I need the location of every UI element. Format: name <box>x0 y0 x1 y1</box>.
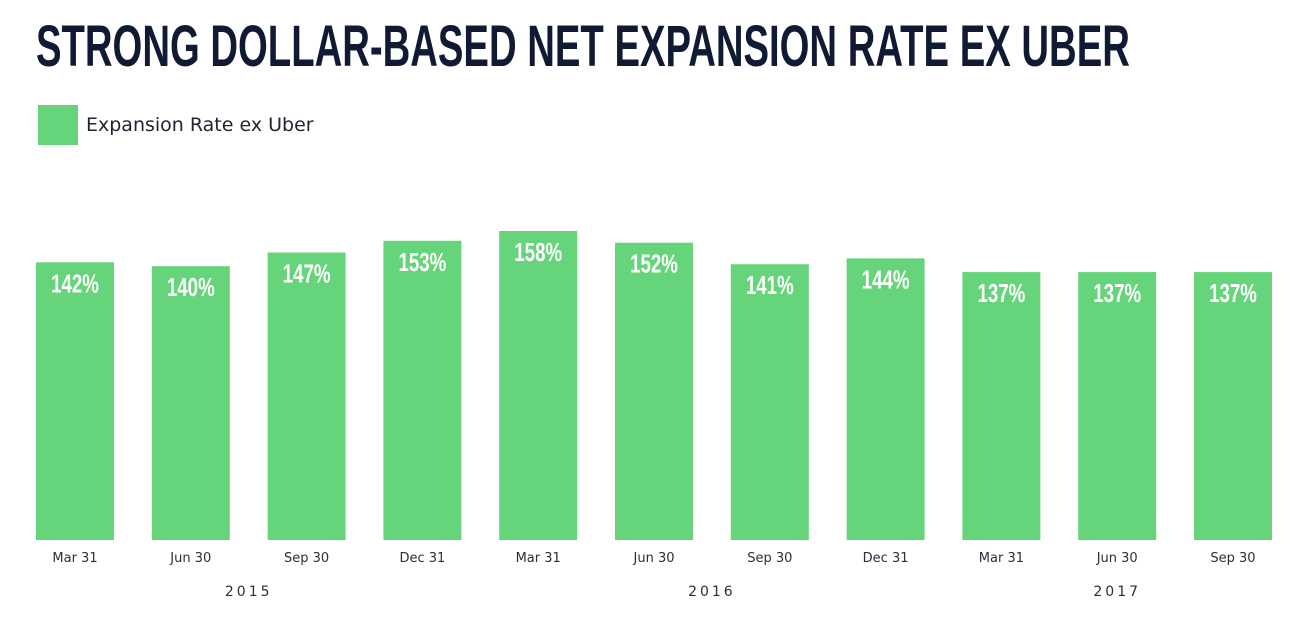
bar-value-label: 158% <box>514 237 562 267</box>
bar <box>1194 272 1272 540</box>
year-group-label: 2017 <box>1093 584 1141 600</box>
x-tick-label: Mar 31 <box>979 551 1024 566</box>
bar-value-label: 142% <box>51 268 99 298</box>
bar <box>846 258 925 540</box>
year-group-label: 2015 <box>225 584 273 600</box>
bar-value-label: 152% <box>630 249 678 279</box>
x-tick-label: Dec 31 <box>863 551 909 566</box>
bar <box>962 272 1041 540</box>
legend: Expansion Rate ex Uber <box>38 105 314 145</box>
bar <box>615 242 693 540</box>
bar <box>1078 272 1157 540</box>
bar <box>383 240 462 540</box>
legend-swatch <box>38 105 78 145</box>
year-group-label: 2016 <box>688 584 736 600</box>
x-tick-label: Jun 30 <box>169 551 211 566</box>
x-tick-label: Sep 30 <box>284 551 329 566</box>
bar-value-label: 137% <box>1093 278 1141 308</box>
bar <box>151 266 230 540</box>
bar <box>267 252 346 540</box>
bar <box>36 262 114 540</box>
bar-value-label: 141% <box>746 270 794 300</box>
bar-value-label: 153% <box>398 247 446 277</box>
x-tick-label: Dec 31 <box>399 551 445 566</box>
x-tick-label: Sep 30 <box>1210 551 1255 566</box>
bar <box>730 264 809 540</box>
bar <box>499 231 578 540</box>
x-tick-label: Mar 31 <box>516 551 561 566</box>
x-tick-label: Sep 30 <box>747 551 792 566</box>
x-tick-label: Mar 31 <box>52 551 97 566</box>
bar-value-label: 137% <box>1209 278 1257 308</box>
bar-value-label: 147% <box>283 258 331 288</box>
x-tick-label: Jun 30 <box>1096 551 1138 566</box>
chart-title: STRONG DOLLAR-BASED NET EXPANSION RATE E… <box>36 14 1130 79</box>
bar-value-label: 137% <box>977 278 1025 308</box>
x-tick-label: Jun 30 <box>633 551 675 566</box>
bar-value-label: 144% <box>862 264 910 294</box>
bar-value-label: 140% <box>167 272 215 302</box>
legend-label: Expansion Rate ex Uber <box>86 114 314 136</box>
